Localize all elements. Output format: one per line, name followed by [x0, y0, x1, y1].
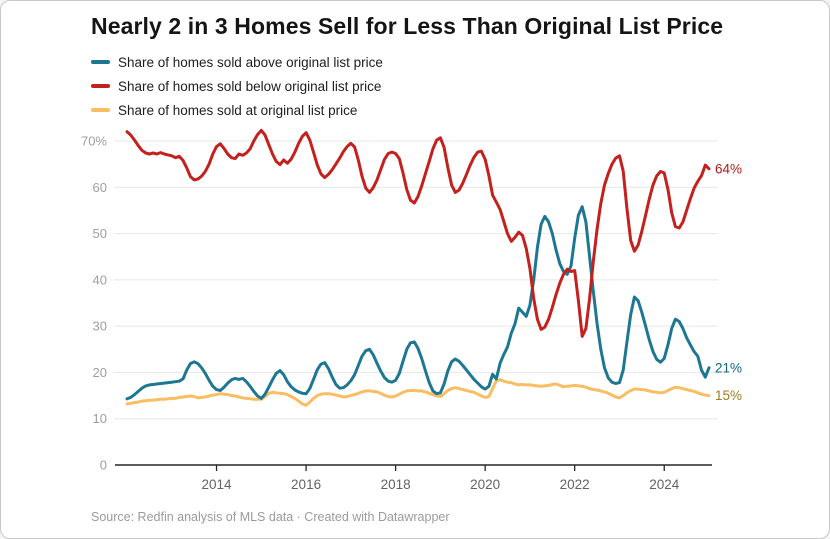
series-line-at [125, 378, 711, 407]
chart-title: Nearly 2 in 3 Homes Sell for Less Than O… [91, 13, 724, 39]
end-label-above: 21% [715, 360, 742, 375]
y-axis-tick-label: 50 [93, 226, 107, 241]
y-axis-tick-label: 30 [93, 319, 107, 334]
x-axis-tick-label: 2018 [381, 477, 411, 492]
legend-swatch-below-icon [91, 84, 110, 88]
y-axis-tick-label: 0 [100, 458, 107, 473]
legend-item-at: Share of homes sold at original list pri… [91, 98, 383, 122]
legend-item-above: Share of homes sold above original list … [91, 50, 383, 74]
source-note: Source: Redfin analysis of MLS data · Cr… [91, 510, 450, 524]
legend-item-below: Share of homes sold below original list … [91, 74, 383, 98]
series-line-below [125, 128, 711, 338]
legend-label-below: Share of homes sold below original list … [118, 78, 382, 94]
x-axis-tick-label: 2020 [470, 477, 500, 492]
x-axis-tick-label: 2024 [649, 477, 680, 492]
y-axis-tick-label: 60 [93, 180, 107, 195]
end-label-at: 15% [715, 388, 742, 403]
x-axis-tick-label: 2014 [202, 477, 233, 492]
legend-label-at: Share of homes sold at original list pri… [118, 102, 358, 118]
series-line-above [125, 205, 711, 401]
x-axis-tick-label: 2022 [560, 477, 590, 492]
legend-swatch-above-icon [91, 60, 110, 64]
end-label-below: 64% [715, 161, 742, 176]
y-axis-tick-label: 40 [93, 272, 107, 287]
legend-swatch-at-icon [91, 108, 110, 112]
y-axis-tick-label: 70% [81, 134, 107, 149]
x-axis-tick-label: 2016 [291, 477, 321, 492]
legend: Share of homes sold above original list … [91, 50, 383, 122]
legend-label-above: Share of homes sold above original list … [118, 54, 383, 70]
y-axis-tick-label: 10 [93, 411, 107, 426]
y-axis-tick-label: 20 [93, 365, 107, 380]
